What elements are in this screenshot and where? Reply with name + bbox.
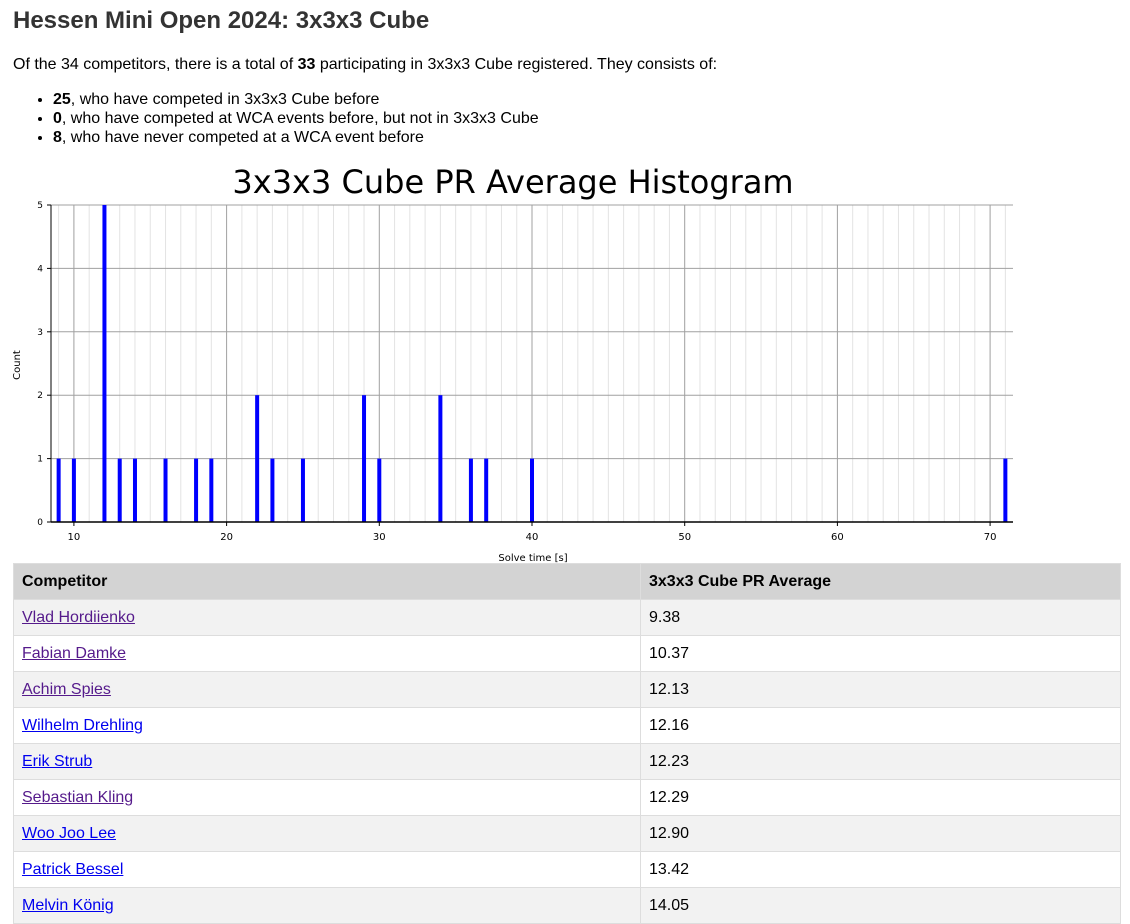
histogram-bar [56, 458, 61, 522]
x-tick-label: 20 [220, 532, 233, 543]
x-tick-label: 30 [373, 532, 386, 543]
histogram-bar [132, 458, 137, 522]
histogram-bar [300, 458, 305, 522]
breakdown-count: 25 [53, 91, 71, 108]
y-tick-label: 2 [37, 391, 43, 401]
list-item: 25, who have competed in 3x3x3 Cube befo… [53, 90, 539, 109]
x-tick-label: 70 [984, 532, 997, 543]
table-row: Erik Strub 12.23 [13, 743, 1121, 780]
histogram-bar [362, 395, 367, 522]
table-body: Vlad Hordiienko 9.38 Fabian Damke 10.37 Achi… [13, 599, 1121, 924]
histogram-bar [468, 458, 473, 522]
y-tick-label: 3 [37, 328, 43, 338]
chart-title: 3x3x3 Cube PR Average Histogram [232, 163, 793, 201]
x-tick-label: 10 [68, 532, 81, 543]
y-axis-label: Count [12, 350, 23, 380]
pr-average-cell: 13.42 [640, 851, 1121, 888]
histogram-bar [163, 458, 168, 522]
competitor-link[interactable]: Fabian Damke [22, 644, 127, 662]
competitor-cell: Melvin König [13, 887, 641, 924]
pr-average-cell: 12.23 [640, 743, 1121, 780]
competitor-cell: Achim Spies [13, 671, 641, 708]
breakdown-text: , who have never competed at a WCA event… [61, 129, 424, 146]
table-row: Fabian Damke 10.37 [13, 635, 1121, 672]
breakdown-list: 25, who have competed in 3x3x3 Cube befo… [13, 90, 539, 147]
breakdown-count: 8 [53, 129, 62, 146]
competitor-link[interactable]: Woo Joo Lee [22, 824, 116, 842]
table-row: Achim Spies 12.13 [13, 671, 1121, 708]
pr-average-histogram: 3x3x3 Cube PR Average Histogram 10 20 30 40… [12, 163, 1013, 564]
summary-total: 33 [297, 56, 316, 73]
list-item: 0, who have competed at WCA events befor… [53, 109, 539, 128]
breakdown-count: 0 [53, 110, 62, 127]
table-row: Patrick Bessel 13.42 [13, 851, 1121, 888]
histogram-bar [530, 458, 534, 522]
competitor-link[interactable]: Melvin König [22, 896, 114, 914]
y-tick-label: 4 [37, 264, 43, 274]
competitor-link[interactable]: Patrick Bessel [22, 860, 124, 878]
competitor-link[interactable]: Achim Spies [22, 680, 111, 698]
y-tick-label: 1 [37, 455, 43, 465]
pr-average-cell: 12.90 [640, 815, 1121, 852]
competitor-cell: Woo Joo Lee [13, 815, 641, 852]
histogram-bar [209, 458, 214, 522]
summary-suffix: participating in 3x3x3 Cube registered. … [315, 56, 718, 73]
competitor-link[interactable]: Sebastian Kling [22, 788, 134, 806]
pr-average-cell: 12.29 [640, 779, 1121, 816]
histogram-bar [194, 458, 199, 522]
competitor-cell: Vlad Hordiienko [13, 599, 641, 636]
competitor-cell: Wilhelm Drehling [13, 707, 641, 744]
histogram-bar [1003, 458, 1008, 522]
table-row: Woo Joo Lee 12.90 [13, 815, 1121, 852]
pr-average-cell: 12.13 [640, 671, 1121, 708]
breakdown-text: , who have competed in 3x3x3 Cube before [70, 91, 380, 108]
pr-average-cell: 10.37 [640, 635, 1121, 672]
x-tick-label: 40 [526, 532, 539, 543]
table-header-row: Competitor 3x3x3 Cube PR Average [13, 563, 1121, 600]
histogram-bar [484, 458, 489, 522]
competitor-cell: Erik Strub [13, 743, 641, 780]
pr-average-cell: 9.38 [640, 599, 1121, 636]
x-tick-label: 50 [678, 532, 691, 543]
y-tick-label: 5 [37, 201, 43, 211]
histogram-bar [438, 395, 443, 522]
histogram-bar [377, 458, 382, 522]
competitor-table: Competitor 3x3x3 Cube PR Average Vlad Ho… [13, 563, 1121, 924]
pr-average-cell: 12.16 [640, 707, 1121, 744]
competitor-cell: Sebastian Kling [13, 779, 641, 816]
registration-summary: Of the 34 competitors, there is a total … [13, 56, 717, 74]
competitor-link[interactable]: Wilhelm Drehling [22, 716, 143, 734]
table-row: Vlad Hordiienko 9.38 [13, 599, 1121, 636]
column-header-competitor[interactable]: Competitor [13, 563, 641, 600]
histogram-bar [102, 205, 107, 522]
breakdown-text: , who have competed at WCA events before… [61, 110, 539, 127]
histogram-bar [255, 395, 260, 522]
histogram-bar [71, 458, 76, 522]
competitor-cell: Patrick Bessel [13, 851, 641, 888]
x-axis-label: Solve time [s] [498, 553, 567, 564]
column-header-pr-average[interactable]: 3x3x3 Cube PR Average [640, 563, 1121, 600]
pr-average-cell: 14.05 [640, 887, 1121, 924]
competitor-link[interactable]: Erik Strub [22, 752, 93, 770]
table-row: Melvin König 14.05 [13, 887, 1121, 924]
table-row: Sebastian Kling 12.29 [13, 779, 1121, 816]
x-tick-label: 60 [831, 532, 844, 543]
page-title: Hessen Mini Open 2024: 3x3x3 Cube [13, 7, 430, 34]
competitor-cell: Fabian Damke [13, 635, 641, 672]
histogram-bar [270, 458, 275, 522]
competitor-link[interactable]: Vlad Hordiienko [22, 608, 135, 626]
list-item: 8, who have never competed at a WCA even… [53, 128, 539, 147]
summary-prefix: Of the 34 competitors, there is a total … [13, 56, 298, 73]
y-tick-label: 0 [37, 518, 43, 528]
histogram-bar [117, 458, 122, 522]
table-row: Wilhelm Drehling 12.16 [13, 707, 1121, 744]
